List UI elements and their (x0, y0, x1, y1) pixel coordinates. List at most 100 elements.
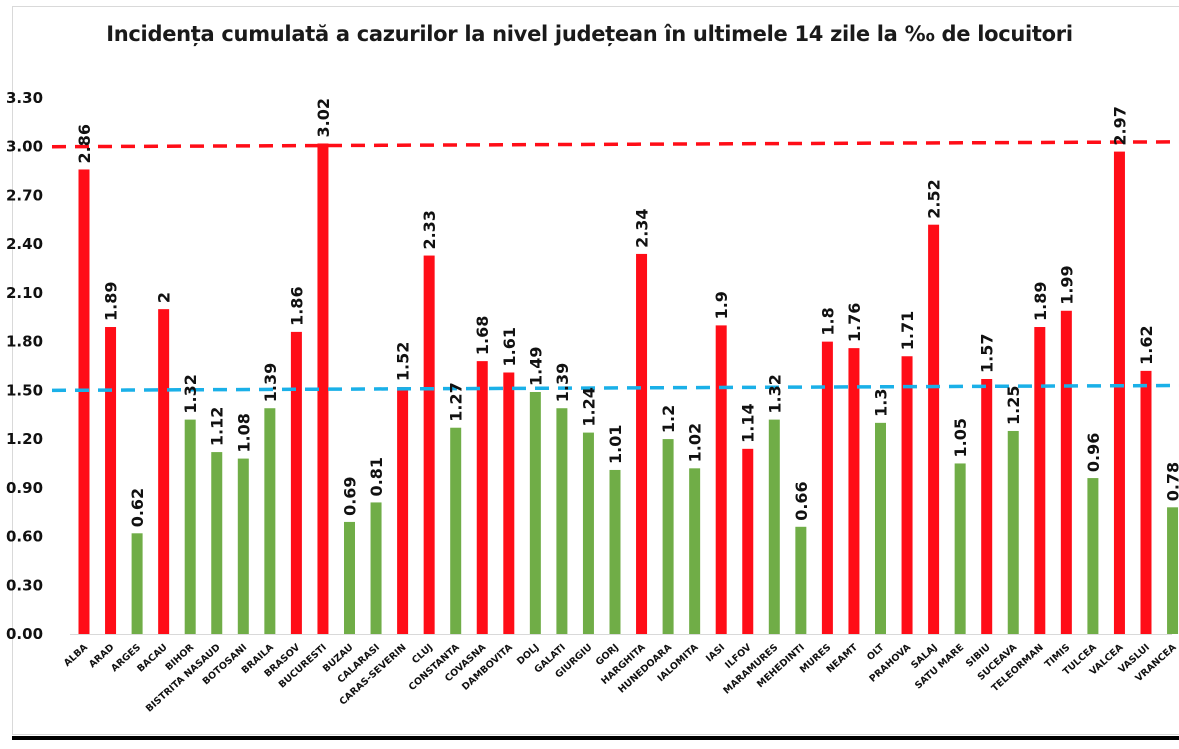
data-label: 1.08 (234, 413, 253, 452)
bar-bacau (158, 309, 170, 634)
bar-salaj (928, 224, 940, 634)
bars (78, 143, 1179, 634)
bar-bistrita-nasaud (211, 452, 223, 634)
bar-botosani (237, 458, 249, 634)
data-labels: 2.86 1.89 0.62 2 1.32 1.12 1.08 1.39 1.86 3.02 0.6… (75, 98, 1179, 527)
data-label: 1.05 (951, 418, 970, 457)
bar-covasna (476, 361, 488, 634)
data-label: 1.02 (686, 423, 705, 462)
bar-neamt (848, 348, 860, 634)
bar-calarasi (370, 502, 382, 634)
data-label: 0.81 (367, 457, 386, 496)
bar-alba (78, 169, 90, 634)
bar-olt (875, 422, 886, 634)
y-tick-label: 2.40 (6, 235, 43, 253)
data-label: 0.69 (341, 476, 360, 515)
bar-giurgiu (582, 432, 594, 634)
bar-dambovita (503, 372, 515, 634)
data-label: 1.68 (473, 316, 492, 355)
bar-braila (264, 408, 276, 634)
bar-ialomita (689, 468, 701, 634)
y-tick-label: 1.50 (6, 381, 43, 399)
y-axis: 0.00 0.30 0.60 0.90 1.20 1.50 1.80 2.10 2.40 2.70… (6, 89, 43, 643)
bar-constanta (450, 427, 462, 634)
x-tick-label: ALBA (62, 642, 91, 669)
data-label: 0.96 (1084, 433, 1103, 472)
data-label: 1.86 (287, 286, 306, 325)
bar-arges (131, 533, 143, 634)
data-label: 2.33 (420, 210, 439, 249)
bar-iasi (715, 325, 727, 634)
bar-timis (1060, 310, 1072, 634)
data-label: 1.24 (579, 387, 598, 426)
y-tick-label: 0.00 (6, 625, 43, 643)
bar-bihor (184, 419, 196, 634)
y-tick-label: 1.20 (6, 430, 43, 448)
data-label: 1.76 (845, 303, 864, 342)
bar-suceava (1007, 430, 1019, 634)
bar-mehedinti (795, 526, 807, 634)
data-label: 1.39 (261, 363, 280, 402)
y-tick-label: 1.80 (6, 333, 43, 351)
data-label: 1.39 (553, 363, 572, 402)
data-label: 2 (155, 292, 174, 303)
data-label: 3.02 (314, 98, 333, 137)
data-label: 1.01 (606, 424, 625, 463)
data-label: 1.89 (1031, 282, 1050, 321)
bar-vrancea (1167, 507, 1179, 634)
bar-satu-mare (954, 463, 966, 634)
data-label: 1.49 (526, 347, 545, 386)
bar-hunedoara (662, 439, 674, 634)
data-label: 1.32 (181, 374, 200, 413)
data-label: 1.52 (394, 342, 413, 381)
data-label: 1.12 (208, 407, 227, 446)
bar-arad (105, 327, 117, 634)
bar-vaslui (1140, 370, 1152, 634)
data-label: 1.89 (102, 282, 121, 321)
data-label: 1.9 (712, 291, 731, 319)
y-tick-label: 0.60 (6, 528, 43, 546)
x-tick-label: OLT (865, 642, 887, 663)
x-tick-label: BACAU (135, 642, 169, 674)
bar-gorj (609, 469, 621, 634)
data-label: 1.27 (447, 382, 466, 421)
y-tick-label: 0.90 (6, 479, 43, 497)
bar-teleorman (1034, 327, 1046, 634)
data-label: 2.52 (925, 179, 944, 218)
data-label: 2.86 (75, 124, 94, 163)
data-label: 1.8 (818, 307, 837, 335)
data-label: 1.25 (1004, 385, 1023, 424)
bar-cluj (423, 255, 435, 634)
bottom-border (12, 736, 1179, 740)
bar-dolj (529, 391, 541, 634)
y-tick-label: 2.10 (6, 284, 43, 302)
bar-sibiu (981, 378, 993, 634)
bar-prahova (901, 356, 913, 634)
data-label: 1.3 (872, 389, 891, 417)
bar-brasov (290, 331, 302, 634)
data-label: 2.97 (1110, 106, 1129, 145)
y-tick-label: 0.30 (6, 576, 43, 594)
reference-line-threshold-3 (51, 140, 1179, 149)
data-label: 1.32 (765, 374, 784, 413)
y-tick-label: 3.30 (6, 89, 43, 107)
reference-line-threshold-1.5 (51, 383, 1179, 393)
y-tick-label: 2.70 (6, 186, 43, 204)
data-label: 0.62 (128, 488, 147, 527)
data-label: 1.2 (659, 405, 678, 433)
data-label: 0.78 (1164, 462, 1179, 501)
chart-title: Incidența cumulată a cazurilor la nivel … (106, 22, 1073, 46)
bar-caras-severin (397, 387, 409, 634)
bar-tulcea (1087, 478, 1099, 634)
data-label: 1.62 (1137, 325, 1156, 364)
bar-galati (556, 408, 568, 634)
y-tick-label: 3.00 (6, 138, 43, 156)
bar-buzau (344, 521, 355, 634)
bar-harghita (636, 253, 648, 634)
data-label: 1.99 (1057, 265, 1076, 304)
data-label: 1.57 (978, 334, 997, 373)
bar-valcea (1113, 151, 1125, 634)
reference-lines (51, 140, 1179, 393)
